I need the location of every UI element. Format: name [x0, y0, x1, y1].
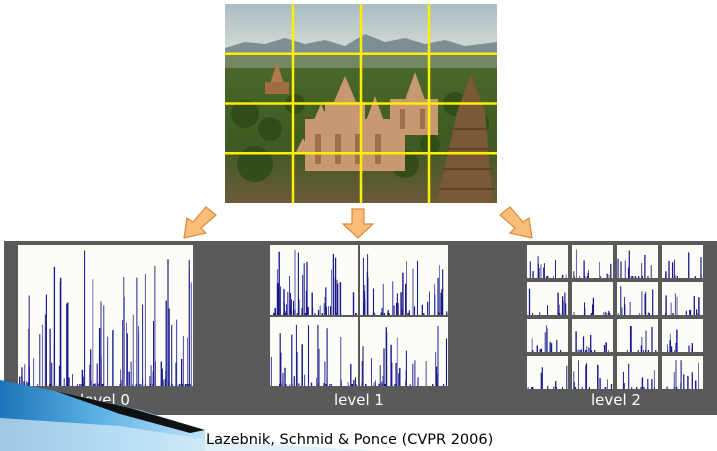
- histogram-bars: [626, 325, 657, 352]
- histogram-bars: [622, 363, 655, 389]
- level-2-histogram-cell: [572, 245, 613, 278]
- histogram-bars: [361, 325, 448, 386]
- histogram-bars: [528, 288, 567, 315]
- arrow-down-left-icon: [183, 206, 217, 239]
- level-1-histogram-cell: [360, 317, 448, 386]
- arrow-down-right-icon: [499, 206, 533, 239]
- level-2-histogram-cell: [617, 245, 658, 278]
- level-2-histogram-cell: [617, 282, 658, 315]
- histogram-bars: [665, 252, 702, 278]
- arrows: [183, 206, 533, 239]
- histogram-bars: [273, 249, 357, 315]
- histogram-bars: [667, 329, 693, 352]
- level-2-histogram-cell: [572, 282, 613, 315]
- level-2-histogram-cell: [572, 356, 613, 389]
- level-2-histogram-cell: [617, 356, 658, 389]
- citation: Lazebnik, Schmid & Ponce (CVPR 2006): [206, 432, 494, 448]
- histogram-bars: [666, 360, 699, 389]
- scene-image-with-grid: [225, 4, 497, 203]
- level-2-histogram-cell: [662, 356, 703, 389]
- level-2-histogram-cell: [527, 319, 568, 352]
- arrow-down-icon: [341, 208, 375, 239]
- level-0-histogram: [18, 245, 193, 386]
- level-2-histogram-cell: [527, 356, 568, 389]
- histogram-bars: [19, 250, 192, 386]
- level-2-histogram-cell: [617, 319, 658, 352]
- level-2-histogram-cell: [662, 319, 703, 352]
- level-1-histogram-cell: [270, 317, 358, 386]
- histogram-bars: [362, 254, 448, 315]
- level-2-histogram-cell: [572, 319, 613, 352]
- histogram-bars: [575, 331, 609, 352]
- histogram-bars: [617, 250, 652, 278]
- histogram-bars: [665, 293, 700, 315]
- histogram-panel: level 0 level 1 level 2: [4, 241, 717, 415]
- histogram-bars: [573, 249, 612, 278]
- level-1-histogram-cell: [360, 245, 448, 315]
- histogram-bars: [531, 325, 562, 352]
- level-2-histogram-cell: [662, 282, 703, 315]
- level-1-histogram-cell: [270, 245, 358, 315]
- histogram-bars: [529, 256, 567, 278]
- level-2-histogram-cell: [527, 245, 568, 278]
- level-2-label: level 2: [591, 391, 641, 409]
- histogram-bars: [617, 286, 654, 315]
- slide-decoration-swoosh: [0, 380, 380, 451]
- level-2-histogram-cell: [662, 245, 703, 278]
- level-2-histogram-cell: [527, 282, 568, 315]
- histogram-bars: [527, 365, 568, 389]
- histogram-bars: [573, 360, 613, 389]
- histogram-bars: [270, 324, 357, 386]
- histogram-bars: [573, 297, 611, 315]
- level-1-label: level 1: [334, 391, 384, 409]
